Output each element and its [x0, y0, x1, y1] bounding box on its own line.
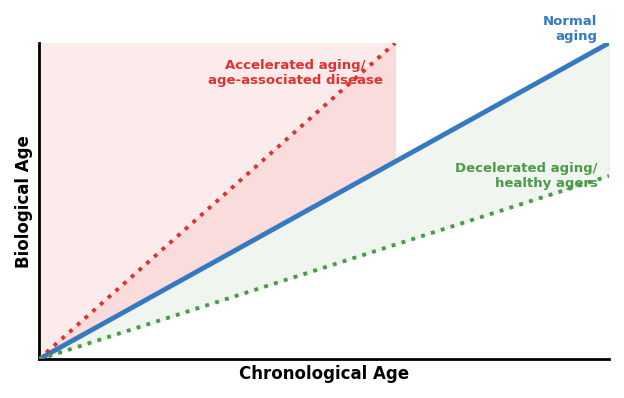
Polygon shape — [39, 43, 395, 359]
X-axis label: Chronological Age: Chronological Age — [239, 365, 409, 383]
Text: Normal
aging: Normal aging — [544, 15, 598, 43]
Y-axis label: Biological Age: Biological Age — [15, 135, 33, 268]
Text: Accelerated aging/
age-associated disease: Accelerated aging/ age-associated diseas… — [208, 59, 383, 87]
Text: Decelerated aging/
healthy agers: Decelerated aging/ healthy agers — [455, 162, 598, 190]
